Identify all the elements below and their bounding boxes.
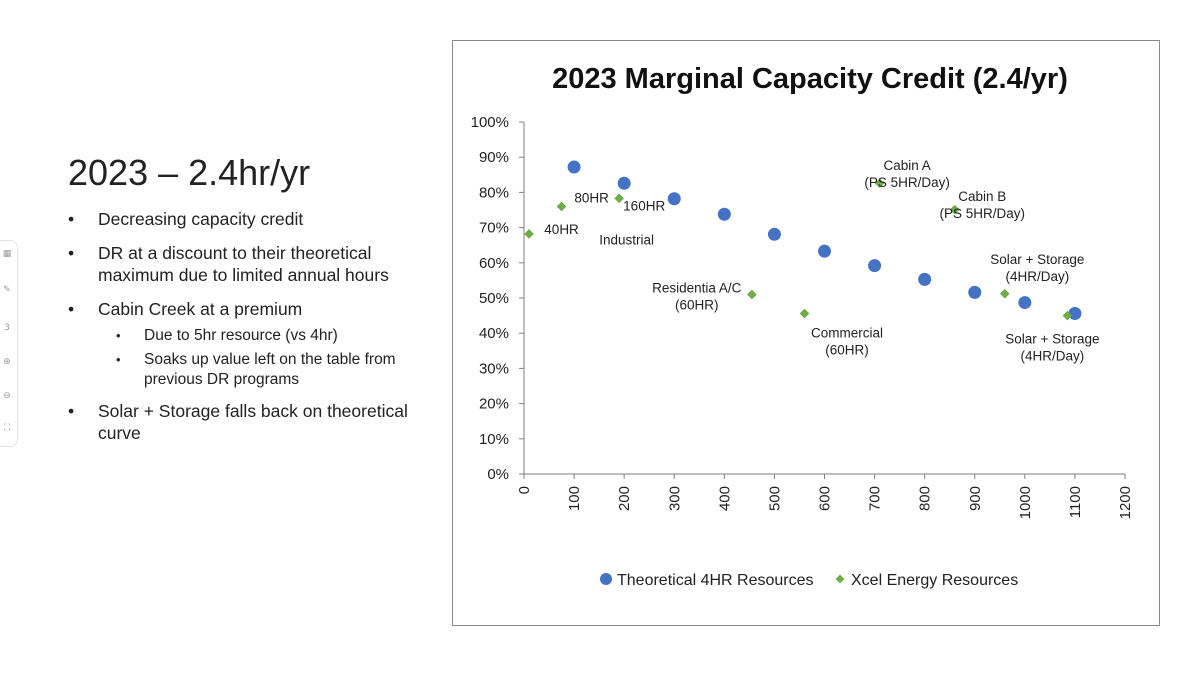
page-indicator: 3 [4,323,10,333]
series-theoretical [567,160,1082,320]
theoretical-point [617,176,631,190]
zoom-out-icon[interactable]: ⊖ [3,391,11,401]
data-annotation: 160HR [623,199,665,214]
xcel-point [747,289,757,300]
x-tick-label: 1200 [1117,486,1134,519]
sub-bullet-item: Due to 5hr resource (vs 4hr) [68,326,438,346]
xcel-point [799,308,810,319]
xcel-point [949,204,960,215]
theoretical-point [767,227,781,241]
legend-marker-theoretical [600,573,612,585]
theoretical-point [868,259,882,273]
xcel-point [1062,310,1073,321]
fit-icon[interactable]: ⛶ [3,423,11,433]
x-tick-label: 700 [867,486,884,511]
series-xcel [524,178,1073,321]
y-tick-label: 90% [479,149,509,166]
data-annotation: Solar + Storage (4HR/Day) [990,252,1084,284]
chart-frame: 2023 Marginal Capacity Credit (2.4/yr) 0… [452,40,1160,626]
data-annotation: 40HR [544,222,579,237]
pen-icon[interactable]: ✎ [3,285,11,295]
theoretical-point [818,244,831,258]
x-tick-label: 200 [616,486,633,511]
x-tick-label: 100 [566,486,583,511]
x-tick-label: 900 [967,486,984,511]
theoretical-point [667,192,681,206]
y-tick-label: 40% [479,325,509,342]
y-tick-label: 30% [479,360,509,377]
xcel-point [524,229,534,239]
x-tick-label: 600 [817,486,834,511]
theoretical-point [918,272,932,286]
chart-axes: 0% 10% 20% 30% 40% 50% 60% 70% 80% 90% 100% 0 100 200… [471,114,1134,519]
data-annotation: Cabin A (PS 5HR/Day) [864,158,950,190]
y-tick-label: 50% [479,290,509,307]
theoretical-point [717,207,731,221]
x-tick-label: 400 [716,486,733,511]
sub-bullet-item: Soaks up value left on the table from pr… [68,350,438,390]
x-tick-label: 500 [766,486,783,511]
bullet-item: DR at a discount to their theoretical ma… [68,242,438,286]
theoretical-point [1068,306,1082,320]
bullet-list: Decreasing capacity credit DR at a disco… [68,208,438,456]
legend-label-theoretical: Theoretical 4HR Resources [617,572,814,589]
xcel-point [874,178,885,189]
y-tick-label: 100% [471,114,509,131]
data-annotation: Solar + Storage (4HR/Day) [1005,331,1099,363]
chart-legend: Theoretical 4HR Resources Xcel Energy Res… [600,572,1018,589]
xcel-point [614,193,625,204]
grid-icon[interactable]: ▦ [2,249,12,259]
y-tick-label: 20% [479,396,509,413]
theoretical-point [1018,296,1032,310]
bullet-item: Decreasing capacity credit [68,208,438,230]
viewer-side-toolbar: ▦ ✎ 3 ⊕ ⊖ ⛶ [0,240,18,447]
bullet-item: Cabin Creek at a premium [68,298,438,320]
zoom-in-icon[interactable]: ⊕ [3,357,11,367]
data-annotation: Commercial (60HR) [811,325,883,357]
bullet-item: Solar + Storage falls back on theoretica… [68,400,438,444]
scatter-chart: 2023 Marginal Capacity Credit (2.4/yr) 0… [471,63,1134,589]
legend-marker-xcel [835,574,845,584]
data-annotation: Industrial [599,232,654,247]
x-tick-label: 1000 [1017,486,1034,519]
data-annotation: Cabin B (PS 5HR/Day) [940,189,1026,221]
x-tick-label: 1100 [1067,486,1084,518]
y-tick-label: 0% [487,466,509,483]
chart-annotations: 40HR 80HR 160HR Industrial Cabin A (PS 5HR/Da… [544,158,1099,364]
data-annotation: 80HR [574,190,609,205]
x-tick-label: 800 [917,486,934,511]
xcel-point [999,288,1010,299]
x-tick-label: 0 [516,486,533,494]
y-tick-label: 70% [479,220,509,237]
chart-title: 2023 Marginal Capacity Credit (2.4/yr) [552,63,1068,95]
y-tick-label: 80% [479,184,509,201]
y-tick-label: 10% [479,431,509,448]
xcel-point [556,201,567,212]
y-tick-label: 60% [479,255,509,272]
theoretical-point [567,160,581,174]
x-tick-label: 300 [666,486,683,511]
legend-label-xcel: Xcel Energy Resources [851,572,1018,589]
data-annotation: Residentia A/C (60HR) [652,280,742,312]
theoretical-point [968,285,982,299]
slide-title: 2023 – 2.4hr/yr [68,152,311,193]
